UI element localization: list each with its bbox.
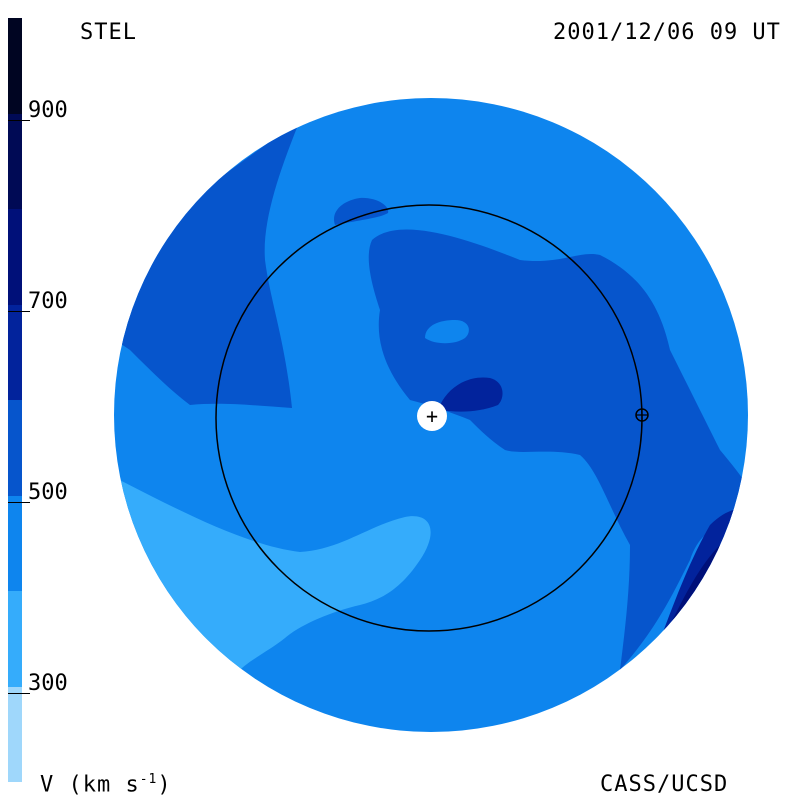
colorbar-tick-mark (8, 692, 30, 694)
velocity-colorbar (8, 18, 22, 782)
colorbar-level-200-300 (8, 686, 22, 782)
colorbar-level-600-700 (8, 304, 22, 400)
colorbar-tick-label: 300 (28, 670, 68, 696)
contour-500-600-north-patch (334, 197, 389, 225)
institution-label: STEL (80, 20, 137, 45)
colorbar-level-900-1000 (8, 18, 22, 114)
quantity-label: V (km s-1) (40, 772, 172, 798)
colorbar-level-400-500 (8, 495, 22, 591)
colorbar-tick-label: 900 (28, 97, 68, 123)
contour-500-600-west (114, 120, 300, 408)
colorbar-level-500-600 (8, 400, 22, 496)
colorbar-tick-label: 500 (28, 479, 68, 505)
colorbar-tick-label: 700 (28, 288, 68, 314)
timestamp-label: 2001/12/06 09 UT (553, 20, 781, 45)
contour-600-700-center (440, 377, 503, 412)
earth-icon (635, 408, 649, 422)
colorbar-level-800-900 (8, 113, 22, 209)
contour-400-500-islet (425, 320, 469, 344)
credit-label: CASS/UCSD (600, 772, 729, 797)
colorbar-level-700-800 (8, 209, 22, 305)
colorbar-tick-mark (8, 310, 30, 312)
sun-icon (417, 401, 447, 431)
colorbar-tick-mark (8, 119, 30, 121)
sun-plus-symbol: + (426, 404, 438, 428)
colorbar-tick-mark (8, 501, 30, 503)
colorbar-level-300-400 (8, 591, 22, 687)
contour-500-600-center (368, 229, 748, 670)
